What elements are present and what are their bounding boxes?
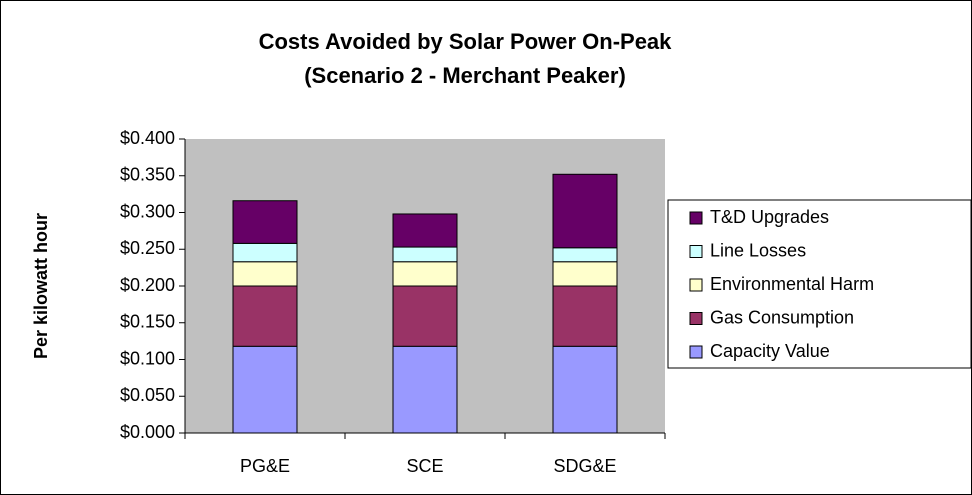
y-tick-label: $0.200 [120, 275, 175, 295]
bar-segment [552, 261, 618, 287]
bar-segment [392, 261, 458, 287]
bar-segment [392, 246, 458, 263]
bar-segment [552, 285, 618, 347]
y-tick-label: $0.000 [120, 422, 175, 442]
legend-swatch [689, 312, 703, 325]
legend-box [667, 199, 972, 369]
y-tick-label: $0.400 [120, 128, 175, 148]
bar-segment [552, 247, 618, 263]
bar-segment [232, 242, 298, 263]
bar-segment [392, 213, 458, 248]
legend-label: Environmental Harm [710, 274, 874, 294]
y-tick-label: $0.100 [120, 348, 175, 368]
legend-swatch [689, 245, 703, 258]
legend-swatch [689, 278, 703, 292]
bar-segment [232, 285, 298, 347]
y-tick-label: $0.150 [120, 312, 175, 332]
legend-swatch [689, 211, 703, 225]
bar-segment [392, 285, 458, 347]
legend-label: T&D Upgrades [710, 207, 829, 227]
x-tick-label: PG&E [240, 456, 290, 476]
y-tick-label: $0.050 [120, 385, 175, 405]
legend-label: Line Losses [710, 240, 806, 260]
bar-segment [232, 261, 298, 287]
bar-segment [232, 200, 298, 244]
y-tick-label: $0.300 [120, 201, 175, 221]
legend-label: Gas Consumption [710, 307, 854, 327]
bar-segment [552, 173, 618, 249]
chart-subtitle: (Scenario 2 - Merchant Peaker) [304, 63, 626, 88]
x-tick-label: SDG&E [553, 456, 616, 476]
x-tick-label: SCE [406, 456, 443, 476]
legend-swatch [689, 345, 703, 359]
bar-segment [552, 345, 618, 434]
chart-title: Costs Avoided by Solar Power On-Peak [259, 29, 673, 54]
y-axis-label: Per kilowatt hour [31, 213, 51, 359]
bar-segment [232, 345, 298, 434]
legend-label: Capacity Value [710, 341, 830, 361]
y-tick-label: $0.350 [120, 165, 175, 185]
bar-segment [392, 345, 458, 434]
y-tick-label: $0.250 [120, 238, 175, 258]
